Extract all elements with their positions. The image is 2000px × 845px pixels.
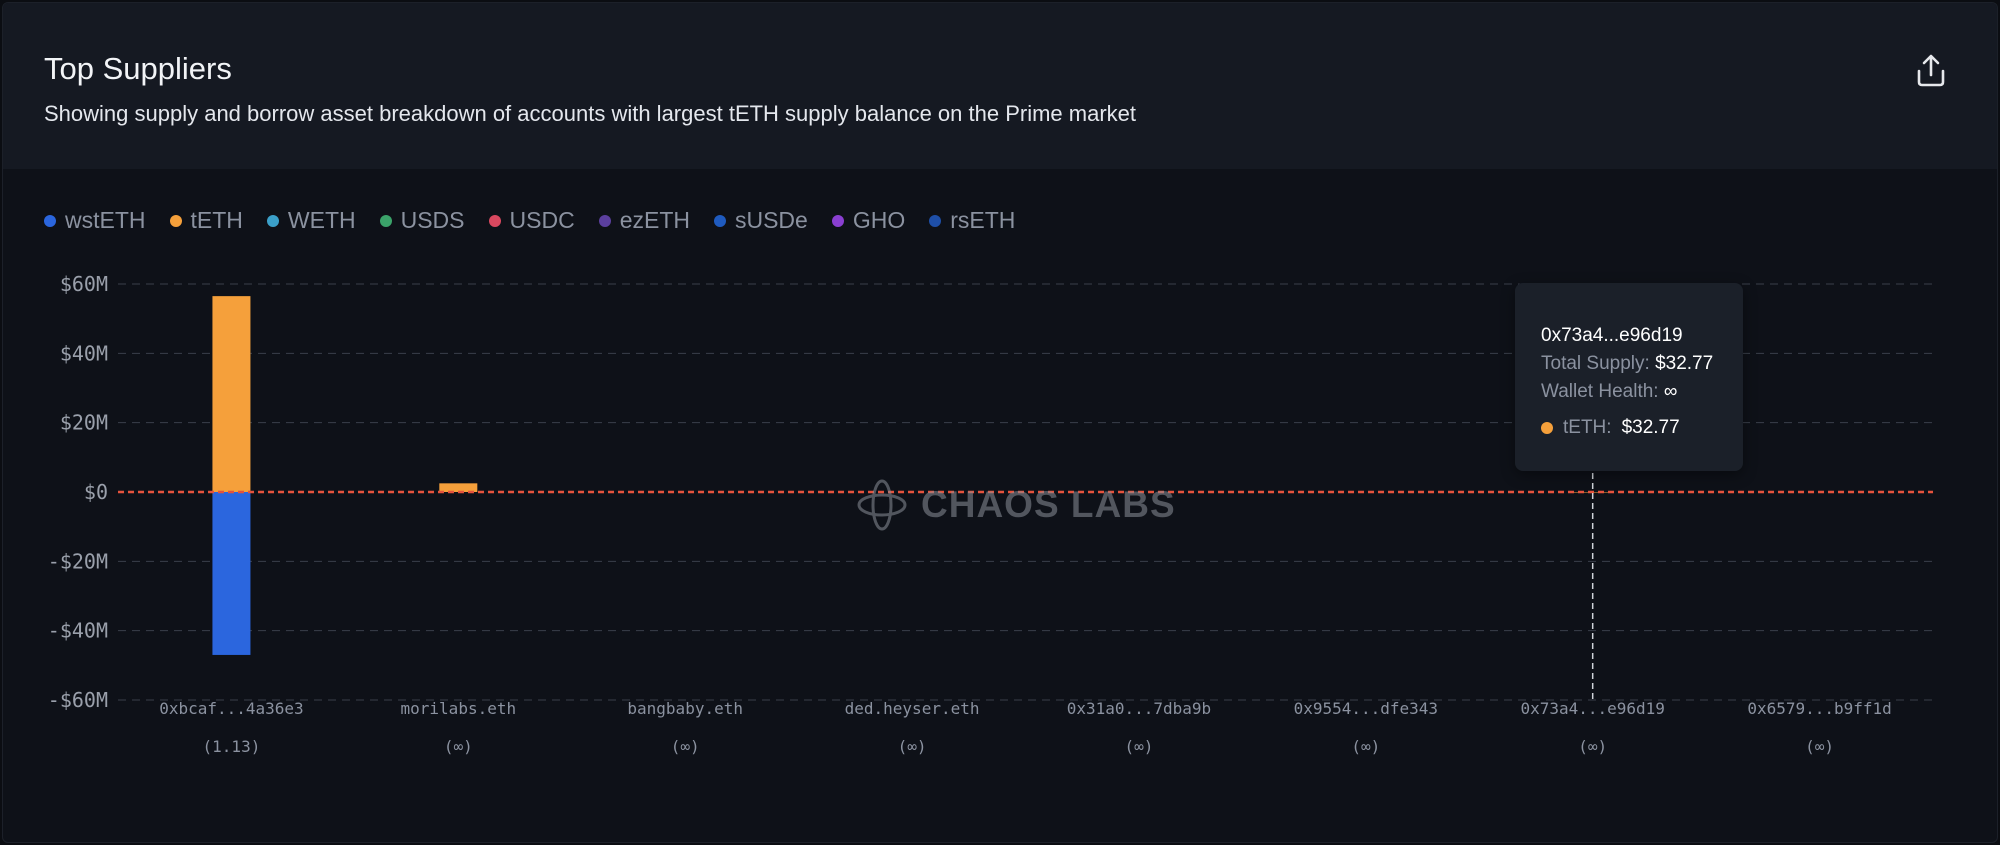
x-health-label: (∞) <box>898 737 927 756</box>
tooltip-asset-label: tETH: <box>1563 417 1612 438</box>
legend-label: WETH <box>287 207 356 233</box>
y-tick-label: -$40M <box>48 619 108 643</box>
legend-dot-icon <box>266 214 279 227</box>
y-tick-label: $20M <box>60 411 108 435</box>
x-health-label: (∞) <box>1578 737 1607 756</box>
legend-item-ezeth[interactable]: ezETH <box>598 207 690 234</box>
legend-item-rseth[interactable]: rsETH <box>929 207 1015 234</box>
legend-dot-icon <box>379 214 392 227</box>
x-health-label: (∞) <box>1124 737 1153 756</box>
bar-teth <box>212 296 251 492</box>
teth-dot-icon <box>1541 422 1553 434</box>
legend-item-usdc[interactable]: USDC <box>488 207 575 234</box>
share-icon <box>1917 54 1945 87</box>
tooltip-total-supply: Total Supply: $32.77 <box>1541 353 1714 374</box>
legend-item-usds[interactable]: USDS <box>379 207 465 234</box>
legend-dot-icon <box>598 214 611 227</box>
card-title: Top Suppliers <box>44 51 232 86</box>
tooltip-wallet-health: Wallet Health: ∞ <box>1541 381 1678 402</box>
x-health-label: (∞) <box>671 737 700 756</box>
export-button[interactable] <box>1911 51 1951 91</box>
y-tick-label: -$20M <box>48 549 108 573</box>
tooltip-asset-row: tETH: $32.77 <box>1541 417 1680 439</box>
legend-label: wstETH <box>65 207 146 233</box>
legend-label: USDS <box>400 207 465 233</box>
x-health-label: (∞) <box>1805 737 1834 756</box>
x-tick-label: 0x9554...dfe343 <box>1294 699 1439 718</box>
tooltip-total-supply-value: $32.77 <box>1655 353 1714 374</box>
chaos-labs-logo-icon <box>857 479 907 531</box>
card-header: Top Suppliers Showing supply and borrow … <box>3 3 1997 169</box>
chart-tooltip: 0x73a4...e96d19 Total Supply: $32.77 Wal… <box>1515 283 1743 471</box>
legend-item-gho[interactable]: GHO <box>831 207 906 234</box>
legend-label: GHO <box>852 207 906 233</box>
tooltip-total-supply-label: Total Supply <box>1541 353 1645 374</box>
x-tick-label: bangbaby.eth <box>627 699 743 718</box>
legend-label: tETH <box>190 207 243 233</box>
y-tick-label: $40M <box>60 341 108 365</box>
legend-dot-icon <box>929 214 942 227</box>
tooltip-address: 0x73a4...e96d19 <box>1541 325 1683 346</box>
legend-dot-icon <box>488 214 501 227</box>
x-health-label: (∞) <box>1351 737 1380 756</box>
y-tick-label: $0 <box>84 480 108 504</box>
bar-wsteth <box>212 492 251 655</box>
tooltip-wallet-health-label: Wallet Health <box>1541 381 1654 402</box>
legend-label: rsETH <box>950 207 1016 233</box>
x-tick-label: 0x73a4...e96d19 <box>1520 699 1665 718</box>
bar-teth <box>439 483 478 492</box>
x-tick-label: morilabs.eth <box>401 699 517 718</box>
y-tick-label: -$60M <box>48 688 108 712</box>
x-tick-label: 0x31a0...7dba9b <box>1067 699 1212 718</box>
legend-label: sUSDe <box>734 207 808 233</box>
legend-item-weth[interactable]: WETH <box>266 207 356 234</box>
x-tick-label: 0x6579...b9ff1d <box>1747 699 1892 718</box>
tooltip-asset-value: $32.77 <box>1621 417 1680 438</box>
legend-dot-icon <box>169 214 182 227</box>
legend-label: ezETH <box>619 207 690 233</box>
legend-label: USDC <box>509 207 575 233</box>
x-tick-label: ded.heyser.eth <box>845 699 980 718</box>
card-subtitle: Showing supply and borrow asset breakdow… <box>44 101 1137 126</box>
legend-dot-icon <box>44 214 56 227</box>
legend-item-wsteth[interactable]: wstETH <box>44 207 146 234</box>
tooltip-wallet-health-value: ∞ <box>1663 381 1678 402</box>
chaos-labs-watermark: CHAOS LABS <box>855 477 1176 533</box>
y-tick-label: $60M <box>60 272 108 296</box>
watermark-text: CHAOS LABS <box>921 484 1176 525</box>
chart-legend: wstETH tETH WETH USDS USDC ezETH sUSDe GHO rsETH <box>44 207 1015 234</box>
x-tick-label: 0xbcaf...4a36e3 <box>159 699 304 718</box>
legend-item-teth[interactable]: tETH <box>169 207 243 234</box>
legend-dot-icon <box>831 214 844 227</box>
x-health-label: (1.13) <box>203 737 261 756</box>
legend-dot-icon <box>713 214 726 227</box>
legend-item-susde[interactable]: sUSDe <box>713 207 808 234</box>
x-health-label: (∞) <box>444 737 473 756</box>
